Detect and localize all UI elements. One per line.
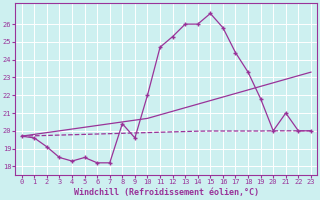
X-axis label: Windchill (Refroidissement éolien,°C): Windchill (Refroidissement éolien,°C) <box>74 188 259 197</box>
